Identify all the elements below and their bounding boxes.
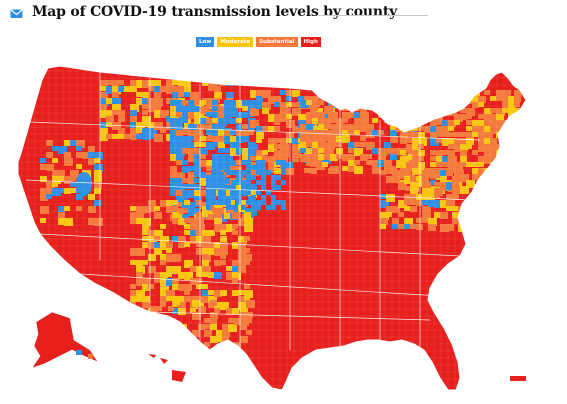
header: Map of COVID-19 transmission levels by c… <box>10 4 560 24</box>
map-canvas[interactable] <box>0 50 567 404</box>
envelope-icon[interactable] <box>10 7 23 20</box>
puerto-rico-inset <box>510 376 526 381</box>
legend-moderate: Moderate <box>217 37 254 47</box>
county-layer <box>18 66 526 390</box>
page-title: Map of COVID-19 transmission levels by c… <box>32 4 398 20</box>
alaska-inset <box>31 311 99 369</box>
us-county-map[interactable] <box>0 50 567 404</box>
legend-high: High <box>300 37 321 47</box>
hawaii-inset <box>148 354 156 358</box>
legend: Low Moderate Substantial High <box>196 37 321 47</box>
insets <box>31 311 526 382</box>
title-divider <box>318 15 428 16</box>
legend-substantial: Substantial <box>256 37 298 47</box>
legend-low: Low <box>196 37 215 47</box>
